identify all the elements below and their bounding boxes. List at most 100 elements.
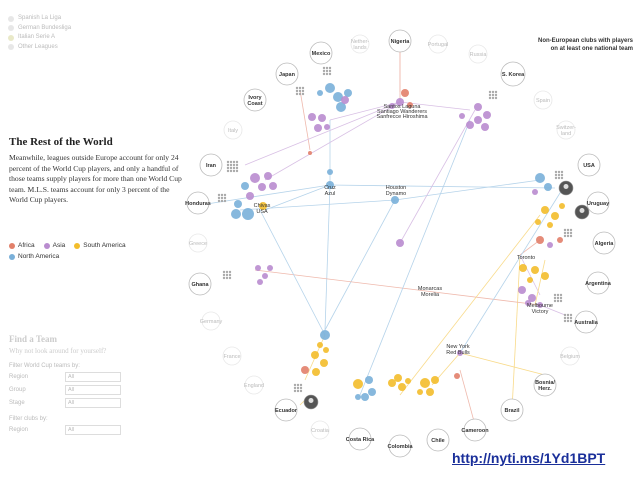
club-region-select[interactable]: All (65, 425, 121, 435)
team-node-australia[interactable]: Australia (574, 310, 599, 334)
team-node-russia[interactable]: Russia (468, 44, 488, 64)
club-label[interactable]: Melbourne (527, 303, 553, 309)
team-label: Switzer- (556, 125, 576, 131)
team-node-england[interactable]: England (244, 375, 264, 395)
club-label[interactable]: Toronto (517, 255, 535, 261)
player-bubble (532, 189, 538, 195)
team-label: Ecuador (275, 408, 298, 414)
team-node-france[interactable]: France (222, 346, 242, 366)
team-label: Japan (279, 72, 296, 78)
player-bubble (264, 172, 272, 180)
team-label: Brazil (505, 408, 520, 414)
club-label[interactable]: Monarcas (418, 286, 442, 292)
team-node-belgium[interactable]: Belgium (560, 346, 580, 366)
algeria-gray-cluster (563, 228, 573, 238)
player-bubble (308, 151, 312, 155)
club-label[interactable]: Chivas (254, 203, 271, 209)
team-node-switzer-land[interactable]: Switzer-land (556, 120, 576, 140)
team-node-nether-lands[interactable]: Nether-lands (350, 34, 370, 54)
team-label: Russia (470, 52, 488, 58)
team-node-algeria[interactable]: Algeria (592, 231, 616, 255)
team-label: Iran (206, 163, 217, 169)
player-bubble (547, 222, 553, 228)
team-node-spain[interactable]: Spain (533, 90, 553, 110)
team-node-japan[interactable]: Japan (275, 62, 299, 86)
team-label: Colombia (387, 444, 413, 450)
team-node-colombia[interactable]: Colombia (387, 434, 413, 458)
ecuador-gray-cluster (293, 383, 303, 393)
team-node-brazil[interactable]: Brazil (500, 398, 524, 422)
player-bubble (536, 236, 544, 244)
club-label[interactable]: Cruz (324, 185, 336, 191)
player-bubble (314, 124, 322, 132)
club-label[interactable]: New York (446, 344, 469, 350)
club-label[interactable]: Houston (386, 185, 407, 191)
player-bubble (454, 373, 460, 379)
mexico-gray-cluster (322, 66, 332, 76)
group-select[interactable]: All (65, 385, 121, 395)
player-bubble (325, 83, 335, 93)
team-node-usa[interactable]: USA (577, 153, 601, 177)
player-bubble (535, 173, 545, 183)
player-bubble (257, 279, 263, 285)
team-node-uruguay[interactable]: Uruguay (586, 191, 610, 215)
player-bubble (308, 113, 316, 121)
team-node-argentina[interactable]: Argentina (585, 271, 612, 295)
team-label: land (561, 131, 571, 137)
player-bubble (407, 102, 413, 108)
player-bubble (258, 183, 266, 191)
stage-select[interactable]: All (65, 398, 121, 408)
player-bubble (259, 202, 267, 210)
club-label[interactable]: Dynamo (386, 191, 406, 197)
club-label[interactable]: Sanfrecce Hiroshima (376, 114, 428, 120)
player-bubble (355, 394, 361, 400)
region-select[interactable]: All (65, 372, 121, 382)
team-label: S. Korea (502, 72, 525, 78)
player-bubble (426, 388, 434, 396)
player-bubble (234, 200, 242, 208)
club-label[interactable]: USA (256, 209, 268, 215)
team-label: Portugal (428, 42, 449, 48)
player-bubble (531, 266, 539, 274)
team-node-croatia[interactable]: Croatia (310, 420, 330, 440)
club-label[interactable]: Santos Laguna (383, 104, 421, 110)
legend-south-america: South America (74, 240, 126, 251)
player-bubble (528, 294, 536, 302)
team-label: Ivory (248, 95, 262, 101)
player-bubble (396, 239, 404, 247)
club-label[interactable]: Victory (532, 309, 549, 315)
team-node-s-korea[interactable]: S. Korea (500, 61, 526, 87)
player-bubble (537, 302, 543, 308)
team-node-nigeria[interactable]: Nigeria (388, 29, 412, 53)
player-bubble (317, 342, 323, 348)
legend-dot (8, 25, 14, 32)
team-node-cameroon[interactable]: Cameroon (461, 418, 489, 442)
team-label: Honduras (185, 201, 211, 207)
team-node-greece[interactable]: Greece (188, 233, 208, 253)
player-bubble (401, 89, 409, 97)
usa-gray-cluster (554, 170, 564, 180)
team-node-ghana[interactable]: Ghana (188, 272, 212, 296)
player-bubble (269, 182, 277, 190)
team-node-iran[interactable]: Iran (199, 153, 223, 177)
player-bubble (333, 92, 343, 102)
club-label[interactable]: Santiago Wanderers (377, 109, 427, 115)
team-node-portugal[interactable]: Portugal (428, 34, 449, 54)
team-node-bosnia-herz-[interactable]: Bosnia/Herz. (533, 373, 557, 397)
team-node-costa-rica[interactable]: Costa Rica (346, 427, 375, 451)
team-label: Chile (431, 438, 444, 444)
club-label[interactable]: Red Bulls (446, 350, 470, 356)
team-node-honduras[interactable]: Honduras (185, 191, 211, 215)
africa-dot (9, 242, 15, 249)
club-label[interactable]: Azul (325, 191, 336, 197)
article-link[interactable]: http://nyti.ms/1Yd1BPT (452, 450, 606, 466)
player-bubble (317, 90, 323, 96)
team-node-italy[interactable]: Italy (223, 120, 243, 140)
team-node-germany[interactable]: Germany (200, 311, 223, 331)
team-node-mexico[interactable]: Mexico (309, 41, 333, 65)
team-node-ecuador[interactable]: Ecuador (274, 398, 298, 422)
club-label[interactable]: Morelia (421, 292, 440, 298)
team-node-chile[interactable]: Chile (426, 428, 450, 452)
player-bubble (551, 212, 559, 220)
